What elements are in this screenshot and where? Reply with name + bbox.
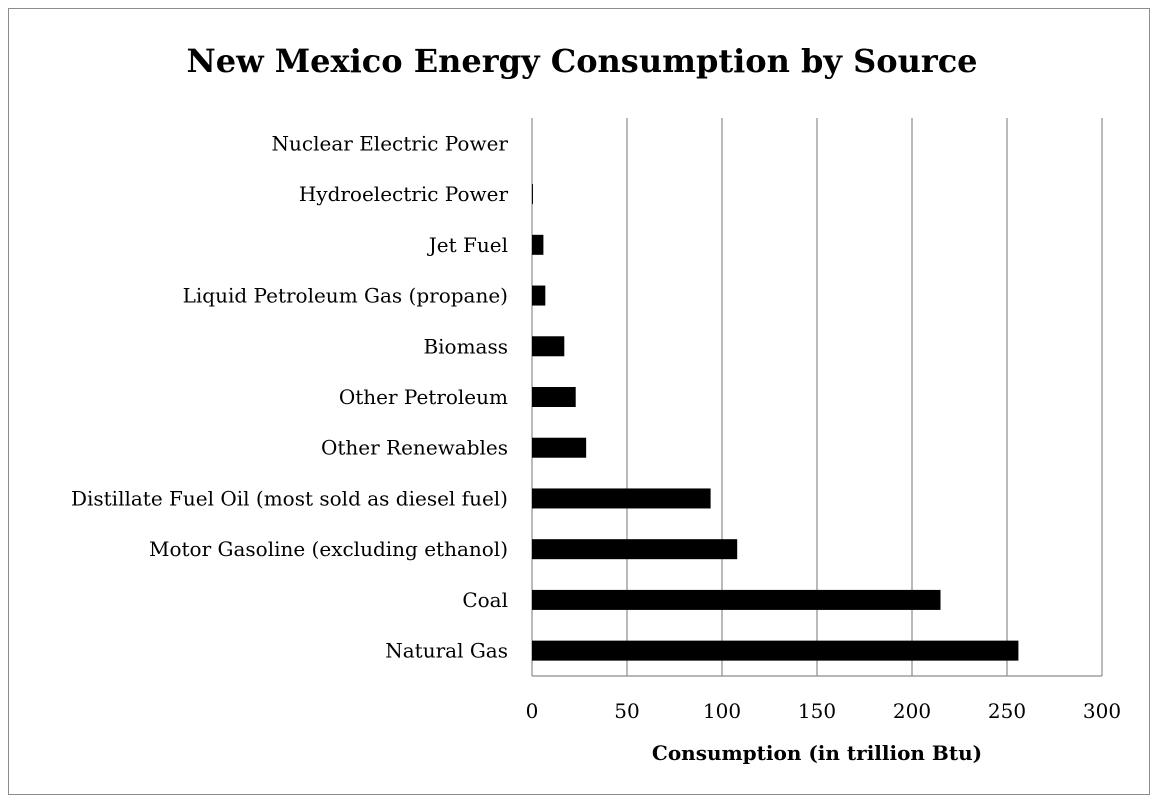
bar-4 bbox=[532, 336, 565, 357]
gridlines bbox=[531, 118, 1103, 677]
category-label-10: Natural Gas bbox=[385, 639, 508, 663]
x-tick-label-2: 100 bbox=[703, 699, 741, 723]
x-axis-label: Consumption (in trillion Btu) bbox=[652, 741, 982, 765]
x-tick-label-5: 250 bbox=[988, 699, 1026, 723]
category-label-9: Coal bbox=[462, 588, 508, 612]
category-label-5: Other Petroleum bbox=[339, 385, 508, 409]
x-tick-label-3: 150 bbox=[798, 699, 836, 723]
category-label-8: Motor Gasoline (excluding ethanol) bbox=[149, 537, 508, 561]
category-label-2: Jet Fuel bbox=[427, 233, 508, 257]
bar-10 bbox=[532, 640, 1019, 661]
chart-frame bbox=[8, 8, 1150, 795]
category-label-3: Liquid Petroleum Gas (propane) bbox=[183, 284, 508, 308]
bar-9 bbox=[532, 589, 941, 610]
category-labels: Nuclear Electric Power Hydroelectric Powe… bbox=[71, 131, 509, 662]
category-label-4: Biomass bbox=[423, 334, 508, 358]
bars bbox=[532, 184, 1019, 661]
category-label-6: Other Renewables bbox=[321, 436, 508, 460]
x-tick-label-6: 300 bbox=[1083, 699, 1121, 723]
x-tick-label-1: 50 bbox=[614, 699, 639, 723]
bar-7 bbox=[532, 488, 711, 509]
category-label-7: Distillate Fuel Oil (most sold as diesel… bbox=[71, 486, 508, 510]
category-label-1: Hydroelectric Power bbox=[299, 182, 509, 206]
x-tick-labels: 0 50 100 150 200 250 300 bbox=[526, 699, 1121, 723]
bar-2 bbox=[532, 234, 544, 255]
x-tick-label-0: 0 bbox=[526, 699, 539, 723]
chart-title: New Mexico Energy Consumption by Source bbox=[186, 42, 977, 80]
category-label-0: Nuclear Electric Power bbox=[272, 131, 509, 155]
bar-5 bbox=[532, 387, 576, 407]
bar-1 bbox=[532, 184, 533, 205]
bar-3 bbox=[532, 285, 546, 306]
x-tick-label-4: 200 bbox=[893, 699, 931, 723]
bar-8 bbox=[532, 539, 738, 560]
bar-6 bbox=[532, 437, 587, 458]
